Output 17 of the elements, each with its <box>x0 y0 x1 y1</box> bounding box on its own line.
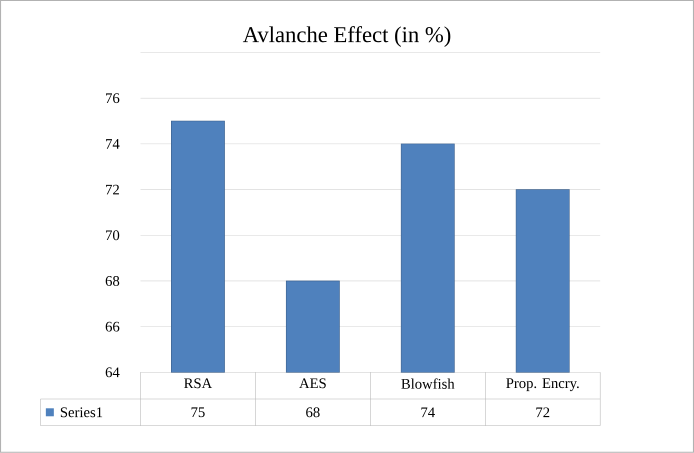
data-label: 68 <box>306 407 320 418</box>
y-tick-label: 70 <box>106 230 120 240</box>
y-tick-label: 74 <box>106 139 120 149</box>
data-label: 72 <box>536 408 550 418</box>
x-tick-label: AES <box>299 378 326 388</box>
chart-title: Avlanche Effect (in %) <box>242 26 450 47</box>
data-label: 75 <box>192 408 205 418</box>
legend-label: Series1 <box>60 407 102 418</box>
x-tick-label: RSA <box>184 378 212 388</box>
y-tick-label: 66 <box>106 322 120 332</box>
x-tick-label: Prop. Encry. <box>506 378 579 392</box>
x-tick-label: Blowfish <box>401 378 454 389</box>
y-tick-label: 68 <box>106 276 120 286</box>
y-tick-label: 64 <box>106 367 120 378</box>
data-label: 74 <box>421 408 435 418</box>
y-tick-label: 72 <box>106 184 119 195</box>
y-tick-label: 76 <box>106 93 120 104</box>
